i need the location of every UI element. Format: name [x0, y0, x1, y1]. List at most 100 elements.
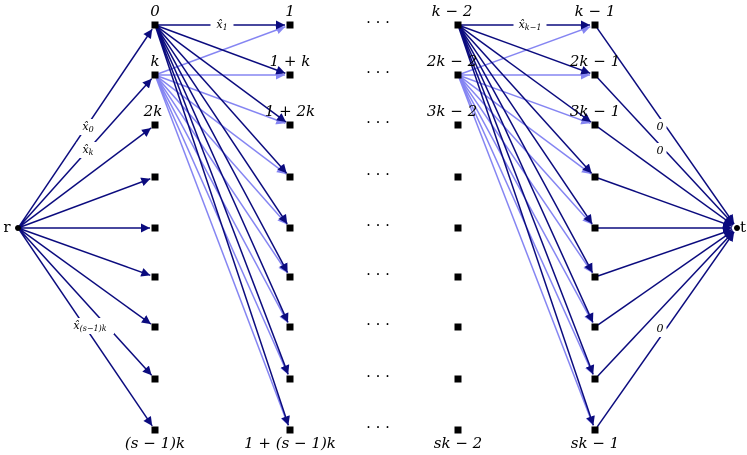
node — [151, 375, 159, 383]
node — [151, 426, 159, 434]
edge — [457, 74, 593, 225]
node — [151, 224, 159, 232]
node-label: 1 — [285, 2, 295, 20]
node — [286, 173, 294, 181]
edge — [17, 127, 152, 229]
edge-label-bg — [653, 143, 667, 159]
node — [591, 273, 599, 281]
node-label: 3k − 2 — [427, 102, 477, 120]
edge-label: x̂1 — [216, 18, 227, 32]
edge-label: 0 — [657, 120, 664, 133]
node-label: k − 2 — [432, 2, 473, 20]
edge — [457, 24, 592, 123]
edge-label-base: 0 — [657, 144, 664, 157]
edge — [594, 176, 733, 228]
edge-label-base: x̂ — [519, 18, 526, 31]
edge-label-bg — [653, 321, 667, 337]
node — [151, 173, 159, 181]
edge — [154, 24, 290, 426]
node — [454, 173, 462, 181]
node — [454, 121, 462, 129]
node — [286, 21, 294, 29]
node — [591, 224, 599, 232]
edge — [17, 227, 152, 325]
ellipsis: · · · — [366, 418, 390, 436]
edge-label-base: 0 — [657, 322, 664, 335]
edge — [594, 228, 733, 278]
edge-label-bg — [513, 17, 547, 33]
node-label: 2k — [143, 102, 163, 120]
ellipsis: · · · — [366, 367, 390, 385]
edge — [594, 230, 734, 328]
node — [454, 224, 462, 232]
edge — [457, 24, 594, 323]
edge-label-base: x̂ — [216, 18, 223, 31]
nodes — [15, 21, 740, 434]
edge-label-base: x̂ — [82, 120, 89, 133]
node-label: k − 1 — [575, 2, 616, 20]
edge — [594, 124, 734, 226]
node — [286, 121, 294, 129]
edge — [457, 24, 593, 225]
edge — [457, 24, 594, 273]
edges — [17, 20, 735, 431]
edge — [154, 24, 287, 123]
edge-label-base: x̂ — [73, 319, 80, 332]
node-label: 2k − 2 — [426, 52, 477, 70]
node — [286, 323, 294, 331]
node — [454, 426, 462, 434]
node-label: 1 + k — [270, 52, 311, 70]
edge — [154, 24, 289, 323]
node — [286, 426, 294, 434]
node — [591, 71, 599, 79]
edge-label-sub: 0 — [89, 125, 94, 134]
node-label: 0 — [150, 2, 160, 20]
node-label: 1 + 2k — [265, 102, 315, 120]
node — [591, 121, 599, 129]
edge — [457, 24, 595, 426]
edge — [17, 177, 151, 229]
edge — [154, 24, 288, 225]
edge — [154, 24, 286, 75]
ellipsis: · · · — [366, 113, 390, 131]
node — [591, 173, 599, 181]
node — [151, 273, 159, 281]
node — [286, 71, 294, 79]
source-node — [15, 225, 21, 231]
edge — [457, 24, 593, 174]
node-label: sk − 2 — [434, 434, 482, 452]
edge — [154, 24, 288, 174]
node — [454, 71, 462, 79]
node — [591, 375, 599, 383]
edge — [594, 231, 735, 380]
edge-label: x̂k−1 — [519, 18, 542, 32]
node — [591, 323, 599, 331]
edge-label-base: 0 — [657, 120, 664, 133]
edge-label: 0 — [657, 144, 664, 157]
node-label: (s − 1)k — [125, 434, 185, 452]
edge — [154, 24, 289, 273]
node-label: 1 + (s − 1)k — [244, 434, 336, 452]
node-label: sk − 1 — [571, 434, 619, 452]
edge — [154, 74, 290, 426]
edge — [457, 24, 595, 375]
ellipsis: · · · — [366, 315, 390, 333]
node — [286, 224, 294, 232]
edge-label-sub: 1 — [223, 23, 228, 32]
labels: r t · · · · · · · · · · · · · · · · · · · · · · ·… — [3, 2, 746, 452]
edge — [457, 24, 591, 75]
edge-label: x̂(s−1)k — [73, 319, 106, 333]
edge-label: x̂0 — [82, 120, 93, 134]
edge-label-bg — [66, 318, 114, 334]
ellipsis: · · · — [366, 13, 390, 31]
node-label: k — [150, 52, 159, 70]
node — [591, 426, 599, 434]
edge — [17, 227, 153, 376]
ellipsis: · · · — [366, 216, 390, 234]
edge — [154, 74, 288, 225]
edge — [154, 24, 290, 375]
node — [454, 21, 462, 29]
node-label: 2k − 1 — [569, 52, 620, 70]
node-label: 3k − 1 — [570, 102, 620, 120]
edge-label-bg — [210, 17, 234, 33]
